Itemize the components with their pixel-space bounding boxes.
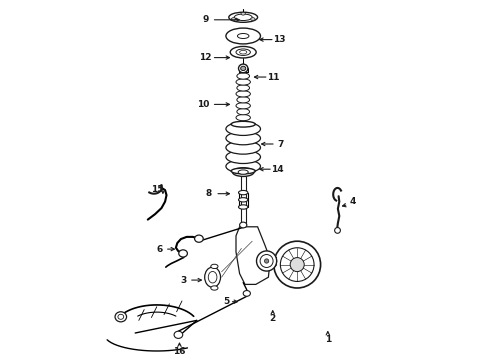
Ellipse shape: [265, 259, 269, 263]
Text: 9: 9: [202, 15, 209, 24]
Ellipse shape: [239, 198, 248, 202]
Text: 13: 13: [273, 35, 286, 44]
Ellipse shape: [205, 267, 220, 287]
Ellipse shape: [236, 49, 250, 55]
Ellipse shape: [238, 131, 249, 164]
Text: 6: 6: [156, 245, 163, 253]
Text: 8: 8: [206, 189, 212, 198]
Ellipse shape: [237, 109, 249, 115]
Text: 16: 16: [173, 346, 186, 356]
Ellipse shape: [236, 91, 250, 97]
Ellipse shape: [231, 121, 255, 127]
Ellipse shape: [238, 170, 248, 174]
Ellipse shape: [211, 286, 218, 290]
Text: 14: 14: [271, 165, 284, 174]
Ellipse shape: [226, 150, 261, 163]
Ellipse shape: [251, 18, 255, 21]
Ellipse shape: [239, 190, 248, 195]
Text: 1: 1: [325, 335, 331, 343]
Text: 12: 12: [199, 53, 212, 62]
Ellipse shape: [240, 50, 247, 54]
Polygon shape: [236, 227, 270, 284]
Ellipse shape: [241, 12, 245, 15]
Ellipse shape: [243, 291, 250, 296]
Ellipse shape: [335, 228, 341, 233]
Ellipse shape: [226, 141, 261, 154]
Ellipse shape: [231, 168, 255, 174]
Ellipse shape: [231, 18, 236, 21]
Ellipse shape: [236, 103, 250, 109]
Text: 10: 10: [197, 100, 210, 109]
Ellipse shape: [236, 114, 250, 121]
Ellipse shape: [260, 255, 273, 267]
Text: 2: 2: [270, 314, 276, 323]
Ellipse shape: [257, 251, 277, 271]
Ellipse shape: [115, 312, 126, 322]
Ellipse shape: [280, 248, 314, 282]
Polygon shape: [241, 176, 245, 227]
Ellipse shape: [239, 64, 248, 73]
Ellipse shape: [118, 314, 123, 319]
Ellipse shape: [208, 271, 217, 283]
Ellipse shape: [226, 132, 261, 145]
Ellipse shape: [237, 85, 249, 91]
Ellipse shape: [290, 258, 304, 272]
Ellipse shape: [274, 241, 320, 288]
Ellipse shape: [239, 205, 248, 209]
Text: 5: 5: [223, 297, 229, 306]
Ellipse shape: [237, 73, 249, 79]
Ellipse shape: [241, 66, 245, 71]
Ellipse shape: [174, 331, 183, 338]
Ellipse shape: [226, 28, 261, 44]
Ellipse shape: [232, 168, 254, 176]
Ellipse shape: [240, 222, 247, 228]
Ellipse shape: [226, 160, 261, 173]
Ellipse shape: [236, 79, 250, 85]
Text: 3: 3: [180, 276, 186, 284]
Ellipse shape: [230, 46, 256, 58]
Ellipse shape: [211, 264, 218, 269]
Ellipse shape: [195, 235, 203, 242]
Ellipse shape: [234, 14, 252, 21]
Ellipse shape: [229, 12, 258, 22]
Text: 4: 4: [350, 197, 356, 206]
Text: 15: 15: [150, 185, 163, 194]
Ellipse shape: [238, 33, 249, 39]
Ellipse shape: [237, 97, 249, 103]
Ellipse shape: [226, 122, 261, 135]
Text: 7: 7: [277, 140, 284, 149]
Text: 11: 11: [267, 73, 279, 82]
Ellipse shape: [179, 250, 187, 257]
